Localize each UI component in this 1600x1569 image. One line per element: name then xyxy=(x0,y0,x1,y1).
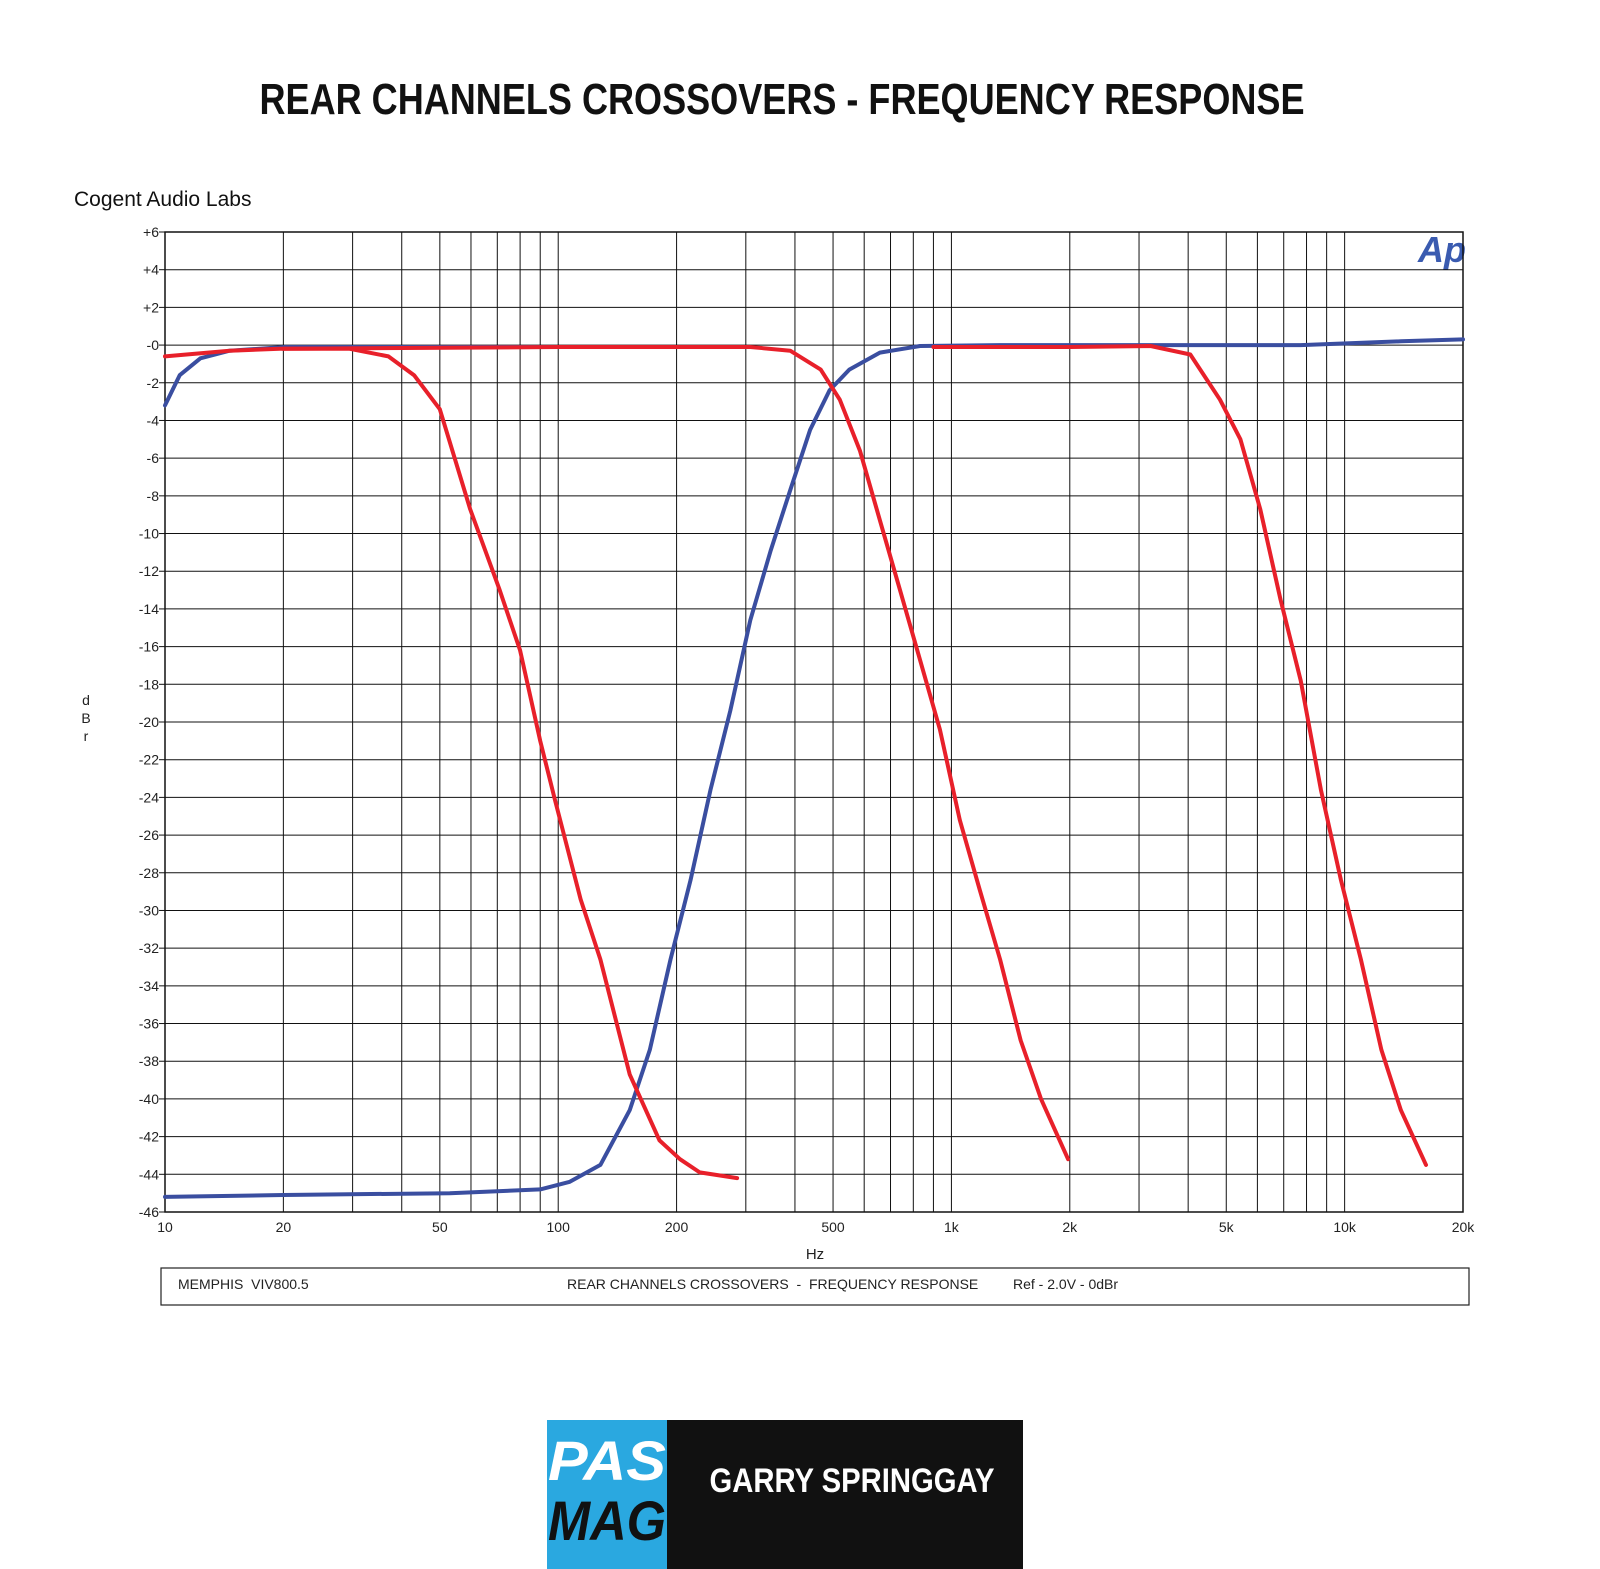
footer-reference: Ref - 2.0V - 0dBr xyxy=(1013,1276,1118,1292)
x-tick-label: 200 xyxy=(665,1219,689,1235)
x-tick-label: 50 xyxy=(432,1219,448,1235)
response-curve xyxy=(163,337,1465,1199)
plot-frame xyxy=(164,231,1464,1213)
y-axis-label: dBr xyxy=(78,692,94,746)
page-title: REAR CHANNELS CROSSOVERS - FREQUENCY RES… xyxy=(260,75,1305,124)
x-tick-label: 10k xyxy=(1333,1219,1357,1235)
y-tick-label: +2 xyxy=(143,299,159,315)
footer-test: REAR CHANNELS CROSSOVERS - FREQUENCY RES… xyxy=(567,1276,978,1292)
y-tick-label: -22 xyxy=(139,752,159,768)
footer-device: MEMPHIS VIV800.5 xyxy=(178,1276,309,1292)
y-tick-label: +6 xyxy=(143,224,159,240)
y-tick-label: -36 xyxy=(139,1016,159,1032)
x-tick-label: 20k xyxy=(1452,1219,1476,1235)
y-tick-label: -0 xyxy=(147,337,160,353)
x-tick-label: 5k xyxy=(1219,1219,1235,1235)
source-label: Cogent Audio Labs xyxy=(74,188,251,211)
x-tick-label: 1k xyxy=(944,1219,960,1235)
y-tick-label: -32 xyxy=(139,940,159,956)
x-tick-label: 2k xyxy=(1062,1219,1078,1235)
y-tick-label: -28 xyxy=(139,865,159,881)
y-tick-label: +4 xyxy=(143,262,159,278)
brand-logo-bottom: MAG xyxy=(548,1489,666,1552)
brand-author: GARRY SPRINGGAY xyxy=(710,1462,995,1500)
y-tick-label: -40 xyxy=(139,1091,159,1107)
y-tick-label: -16 xyxy=(139,639,159,655)
y-tick-label: -24 xyxy=(139,789,159,805)
x-tick-label: 500 xyxy=(821,1219,845,1235)
footer-box xyxy=(160,1267,1470,1306)
y-tick-label: -12 xyxy=(139,563,159,579)
y-tick-label: -30 xyxy=(139,902,159,918)
response-curve xyxy=(281,345,1071,1162)
brand-author-bg xyxy=(667,1420,1023,1569)
y-tick-label: -2 xyxy=(147,375,160,391)
x-tick-label: 100 xyxy=(547,1219,571,1235)
y-tick-label: -20 xyxy=(139,714,159,730)
y-tick-label: -14 xyxy=(139,601,159,617)
x-axis-label: Hz xyxy=(806,1246,824,1263)
y-tick-label: -6 xyxy=(147,450,160,466)
ap-logo: Ap xyxy=(1417,229,1466,270)
y-tick-label: -8 xyxy=(147,488,160,504)
x-tick-label: 20 xyxy=(276,1219,292,1235)
response-curve xyxy=(931,344,1428,1167)
y-tick-label: -26 xyxy=(139,827,159,843)
x-tick-label: 10 xyxy=(157,1219,173,1235)
brand-logo-top: PAS xyxy=(548,1429,666,1492)
y-tick-label: -10 xyxy=(139,526,159,542)
y-tick-label: -4 xyxy=(147,412,160,428)
y-tick-label: -34 xyxy=(139,978,159,994)
response-curve xyxy=(163,345,748,408)
y-tick-label: -18 xyxy=(139,676,159,692)
y-tick-label: -42 xyxy=(139,1129,159,1145)
y-tick-label: -38 xyxy=(139,1053,159,1069)
response-curve xyxy=(163,346,740,1181)
brand-logo-bg xyxy=(547,1420,667,1569)
y-tick-label: -46 xyxy=(139,1204,159,1220)
y-tick-label: -44 xyxy=(139,1166,159,1182)
